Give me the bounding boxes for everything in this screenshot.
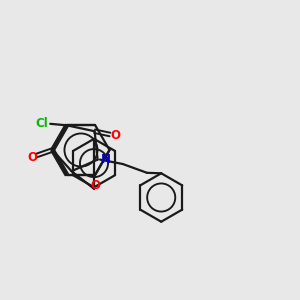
Text: Cl: Cl	[35, 117, 48, 130]
Text: N: N	[101, 153, 111, 166]
Text: O: O	[110, 129, 120, 142]
Text: O: O	[90, 179, 100, 192]
Text: O: O	[27, 151, 37, 164]
